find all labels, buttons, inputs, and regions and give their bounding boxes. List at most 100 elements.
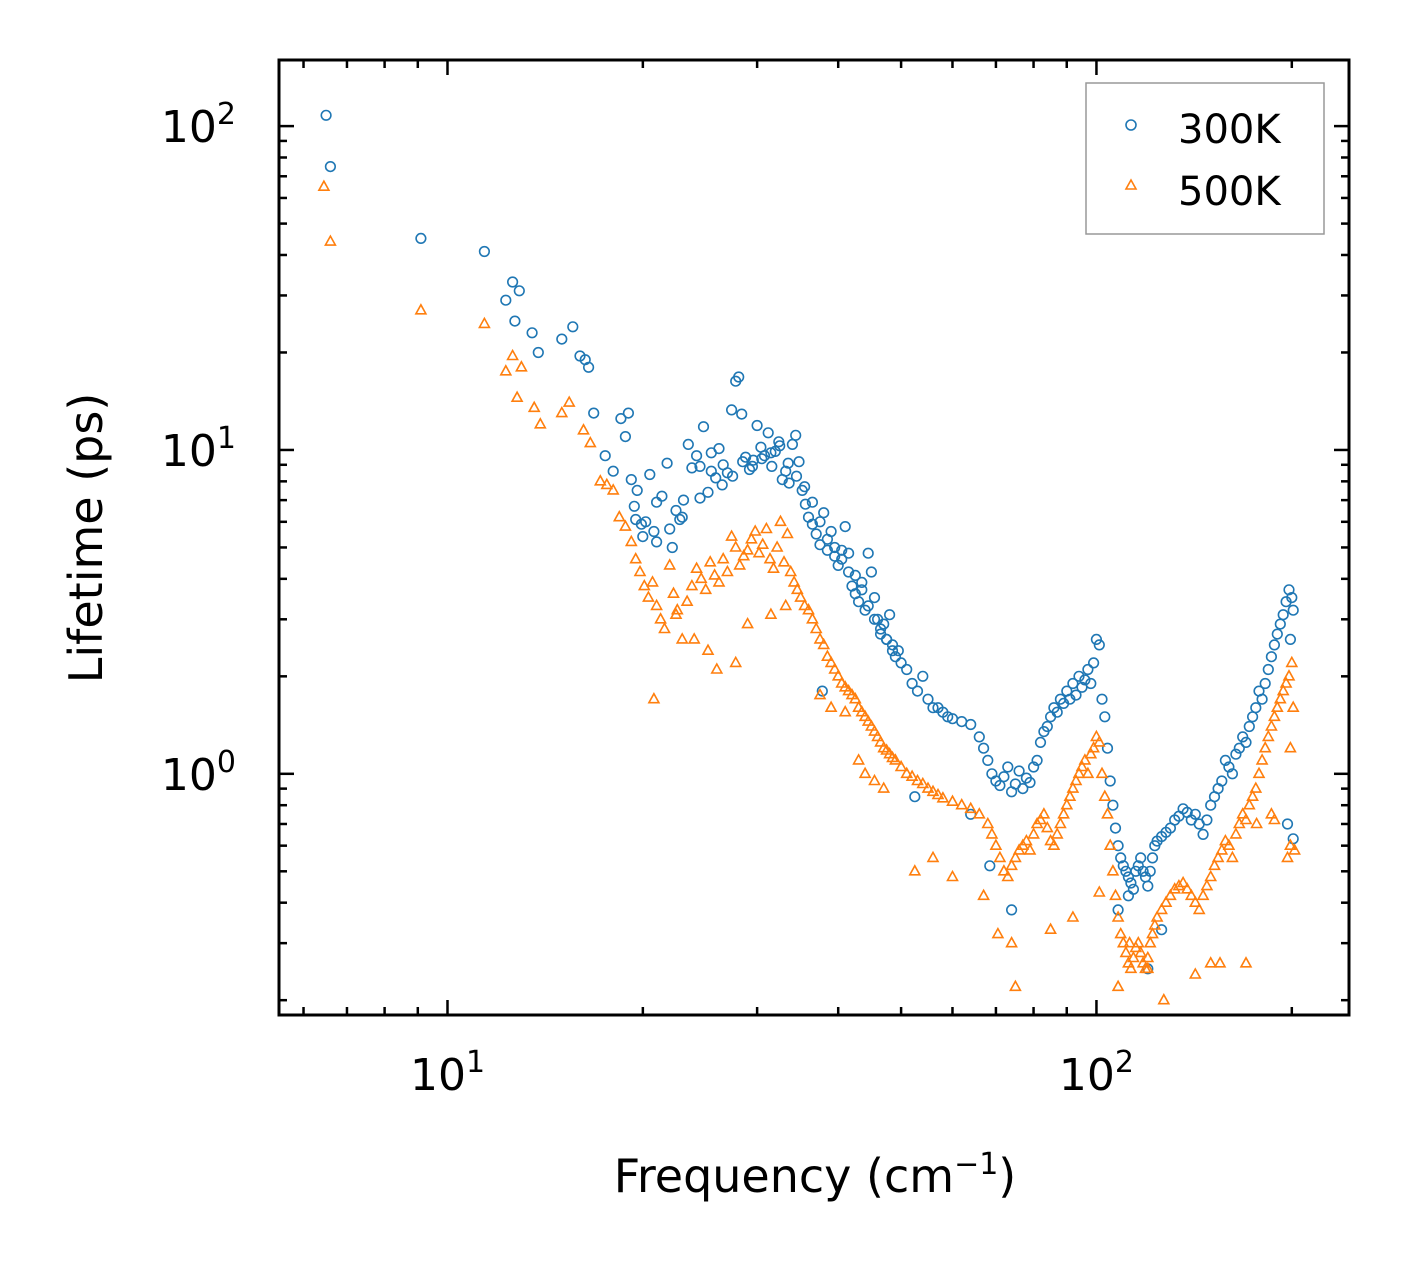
data-point-500k — [1047, 838, 1061, 851]
data-point-300k — [1277, 609, 1289, 621]
data-point-500k — [809, 621, 823, 634]
data-point-500k — [972, 807, 986, 819]
data-point-500k — [1072, 766, 1086, 779]
data-point-500k — [868, 773, 881, 786]
data-point-500k — [1192, 902, 1206, 915]
data-point-500k — [1114, 926, 1128, 939]
data-point-500k — [1001, 869, 1015, 882]
data-point-500k — [1109, 888, 1122, 901]
data-point-500k — [1188, 967, 1202, 979]
data-point-500k — [806, 612, 819, 624]
data-point-500k — [756, 537, 770, 550]
data-point-300k — [506, 276, 519, 288]
data-point-300k — [513, 285, 525, 297]
data-point-500k — [1146, 926, 1159, 939]
data-point-300k — [1104, 775, 1116, 787]
data-point-500k — [624, 534, 638, 547]
data-point-300k — [883, 609, 896, 621]
data-point-500k — [900, 766, 914, 779]
data-point-500k — [1204, 869, 1218, 882]
x-axis-title-main: Frequency (cm — [614, 1149, 954, 1203]
data-point-500k — [1090, 729, 1103, 742]
data-point-500k — [1204, 956, 1218, 968]
data-point-500k — [600, 477, 614, 490]
data-point-500k — [515, 360, 528, 372]
data-point-500k — [1023, 843, 1037, 855]
data-point-300k — [1135, 852, 1147, 864]
data-point-500k — [946, 794, 959, 807]
data-point-500k — [1268, 709, 1281, 722]
data-point-500k — [1066, 781, 1080, 793]
data-point-500k — [729, 655, 743, 668]
data-point-500k — [741, 616, 754, 629]
data-point-300k — [856, 576, 868, 589]
data-point-300k — [747, 454, 759, 466]
data-point-500k — [824, 700, 838, 713]
data-point-500k — [1159, 895, 1173, 908]
data-point-500k — [1081, 766, 1095, 779]
data-point-500k — [1034, 812, 1047, 825]
data-point-500k — [764, 607, 778, 620]
data-point-300k — [1082, 663, 1094, 676]
data-point-500k — [708, 568, 721, 580]
data-point-300k — [806, 496, 819, 508]
data-point-300k — [670, 504, 682, 517]
data-point-300k — [686, 462, 698, 474]
data-point-500k — [1236, 807, 1250, 819]
data-point-500k — [414, 303, 428, 315]
data-point-500k — [612, 510, 626, 522]
data-point-300k — [1197, 828, 1209, 841]
data-point-300k — [588, 407, 600, 419]
data-point-300k — [892, 645, 904, 657]
data-point-500k — [1270, 700, 1284, 713]
data-point-300k — [1079, 674, 1091, 686]
data-point-500k — [1196, 888, 1210, 901]
data-point-500k — [1078, 753, 1092, 765]
x-tick-label: 101 — [410, 1045, 485, 1101]
data-point-300k — [640, 516, 652, 528]
data-point-500k — [710, 662, 724, 674]
data-point-300k — [1107, 799, 1119, 811]
data-point-500k — [1164, 888, 1177, 901]
data-point-300k — [705, 465, 717, 477]
data-point-500k — [1155, 902, 1168, 915]
data-point-500k — [1281, 850, 1294, 863]
data-point-300k — [994, 779, 1006, 792]
data-point-500k — [1239, 956, 1253, 968]
data-point-300k — [1002, 761, 1014, 773]
data-point-300k — [1073, 670, 1085, 682]
data-point-300k — [774, 440, 786, 452]
data-point-300k — [1223, 761, 1235, 773]
legend-label-500k: 500K — [1178, 169, 1282, 215]
data-point-300k — [1109, 822, 1122, 834]
data-point-300k — [868, 591, 881, 604]
data-point-500k — [733, 558, 747, 570]
data-point-500k — [680, 594, 694, 607]
data-point-500k — [642, 590, 655, 602]
data-point-300k — [615, 413, 627, 425]
data-point-300k — [628, 500, 640, 512]
data-point-300k — [1256, 693, 1268, 705]
data-point-500k — [593, 474, 607, 486]
data-point-500k — [790, 582, 804, 595]
data-point-500k — [1200, 878, 1214, 891]
data-point-500k — [1005, 858, 1018, 871]
data-point-500k — [712, 575, 726, 587]
data-point-300k — [1085, 677, 1097, 690]
data-point-500k — [813, 632, 827, 644]
data-point-500k — [779, 598, 793, 611]
data-point-500k — [1054, 816, 1067, 829]
data-point-300k — [1013, 765, 1025, 777]
data-point-500k — [921, 781, 935, 793]
data-point-500k — [510, 390, 524, 403]
data-point-300k — [829, 550, 841, 562]
data-point-500k — [1284, 838, 1297, 851]
data-point-300k — [664, 523, 676, 535]
data-point-500k — [1087, 741, 1100, 753]
data-point-500k — [916, 776, 930, 789]
data-point-500k — [1060, 798, 1074, 810]
data-point-500k — [1095, 766, 1109, 779]
data-point-500k — [1111, 910, 1125, 922]
data-point-500k — [794, 590, 807, 602]
data-point-300k — [737, 456, 749, 468]
